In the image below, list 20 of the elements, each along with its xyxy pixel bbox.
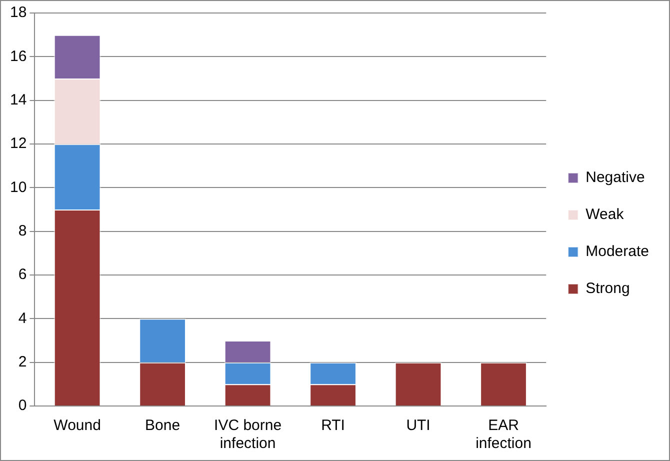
y-tick-label: 12 (10, 135, 27, 152)
x-tick-label: Wound (54, 417, 101, 434)
y-tick-label: 18 (10, 4, 27, 22)
y-tick-label: 4 (18, 310, 27, 327)
x-tick-label: UTI (406, 417, 430, 434)
x-tick-label: EAR infection (476, 417, 532, 452)
y-tick-label: 2 (18, 353, 27, 370)
y-tick-label: 8 (18, 222, 27, 240)
x-tick-label: Bone (145, 417, 180, 434)
x-tick-label: IVC borne infection (214, 417, 282, 452)
y-tick-label: 0 (18, 397, 27, 414)
x-tick-label: RTI (321, 417, 345, 434)
legend-label: Weak (586, 206, 624, 224)
legend-label: Strong (586, 280, 630, 298)
legend-label: Negative (586, 169, 645, 186)
y-tick-label: 16 (10, 48, 27, 65)
legend-label: Moderate (586, 243, 650, 260)
y-tick-label: 14 (10, 91, 27, 108)
y-tick-label: 6 (18, 266, 27, 284)
y-tick-label: 10 (10, 178, 27, 196)
